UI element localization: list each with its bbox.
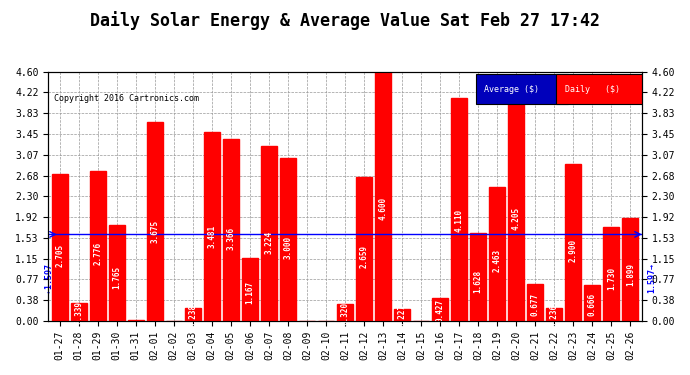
Text: 3.675: 3.675 (150, 220, 159, 243)
Text: 3.366: 3.366 (226, 227, 235, 251)
Bar (622, 218, 638, 321)
Text: Daily Solar Energy & Average Value Sat Feb 27 17:42: Daily Solar Energy & Average Value Sat F… (90, 11, 600, 30)
Bar (489, 188, 505, 321)
Bar (108, 225, 125, 321)
Text: 0.427: 0.427 (435, 299, 444, 322)
Bar (565, 164, 582, 321)
Text: 1.167: 1.167 (246, 281, 255, 304)
Bar (432, 298, 448, 321)
Text: Average ($): Average ($) (484, 85, 540, 94)
Bar (451, 98, 467, 321)
Bar (185, 308, 201, 321)
Text: 2.463: 2.463 (493, 249, 502, 272)
Bar (280, 158, 296, 321)
Text: 0.339: 0.339 (74, 301, 83, 324)
FancyBboxPatch shape (475, 74, 568, 104)
Bar (603, 227, 620, 321)
Text: 4.600: 4.600 (379, 197, 388, 220)
Text: 2.900: 2.900 (569, 238, 578, 262)
Text: 3.000: 3.000 (284, 236, 293, 260)
Text: 1.730: 1.730 (607, 267, 616, 290)
Text: 0.677: 0.677 (531, 293, 540, 316)
Text: 3.481: 3.481 (207, 225, 217, 248)
Text: 0.238: 0.238 (188, 303, 197, 327)
Text: 0.666: 0.666 (588, 293, 597, 316)
Text: 2.705: 2.705 (55, 243, 64, 267)
Text: 0.227: 0.227 (397, 304, 406, 327)
Bar (546, 308, 562, 321)
FancyBboxPatch shape (555, 74, 642, 104)
Text: Copyright 2016 Cartronics.com: Copyright 2016 Cartronics.com (54, 94, 199, 103)
Text: 1.597→: 1.597→ (648, 262, 657, 292)
Bar (147, 122, 163, 321)
Bar (470, 233, 486, 321)
Text: ←1.597: ←1.597 (45, 262, 54, 292)
Bar (375, 72, 391, 321)
Text: 1.628: 1.628 (473, 270, 483, 293)
Text: 1.899: 1.899 (626, 263, 635, 286)
Bar (223, 139, 239, 321)
Text: 4.205: 4.205 (512, 207, 521, 230)
Bar (394, 309, 410, 321)
Text: Daily   ($): Daily ($) (564, 85, 620, 94)
Bar (204, 132, 220, 321)
Text: 1.765: 1.765 (112, 266, 121, 290)
Bar (508, 93, 524, 321)
Bar (356, 177, 372, 321)
Bar (241, 258, 258, 321)
Text: 2.659: 2.659 (359, 244, 368, 268)
Bar (337, 304, 353, 321)
Text: 3.224: 3.224 (264, 231, 273, 254)
Text: 0.320: 0.320 (340, 302, 350, 325)
Text: 2.776: 2.776 (93, 242, 102, 265)
Bar (52, 174, 68, 321)
Bar (70, 303, 87, 321)
Bar (584, 285, 600, 321)
Text: 0.236: 0.236 (550, 304, 559, 327)
Bar (261, 146, 277, 321)
Text: 4.110: 4.110 (455, 209, 464, 232)
Bar (90, 171, 106, 321)
Bar (527, 284, 543, 321)
Bar (128, 320, 144, 321)
